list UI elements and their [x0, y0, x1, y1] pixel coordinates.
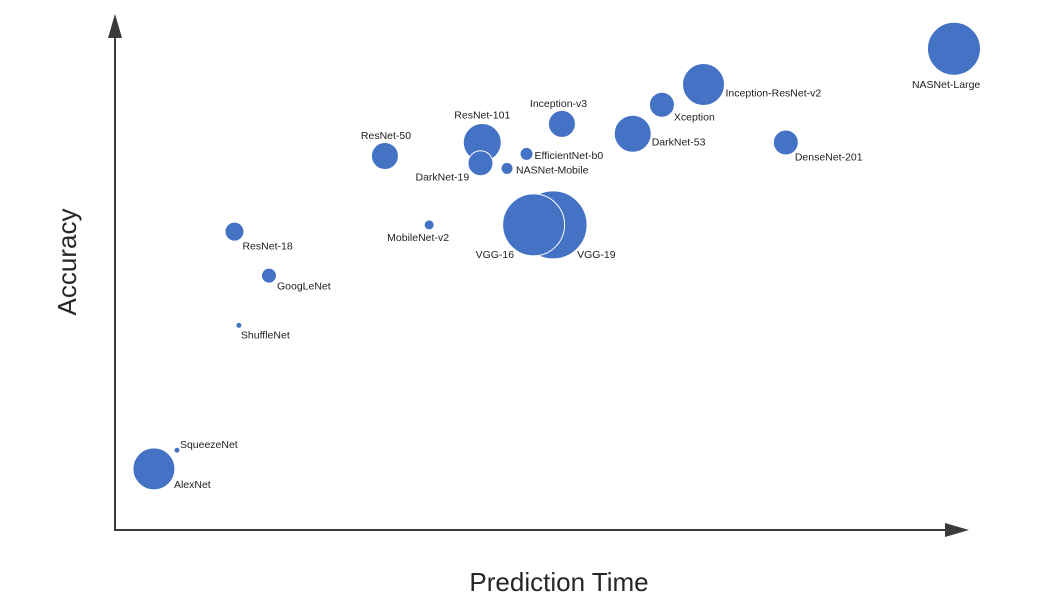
- bubble-inception-v3: [547, 109, 576, 138]
- bubble-mobilenet-v2: [423, 219, 435, 231]
- label-inception-v3: Inception-v3: [530, 98, 587, 110]
- x-axis-arrow: [945, 523, 969, 537]
- label-googlenet: GoogLeNet: [277, 281, 331, 293]
- label-efficientnet-b0: EfficientNet-b0: [535, 150, 604, 162]
- label-vgg-19: VGG-19: [577, 249, 616, 261]
- label-squeezenet: SqueezeNet: [180, 439, 238, 451]
- label-resnet-18: ResNet-18: [242, 241, 292, 253]
- point-labels: AlexNet SqueezeNet ShuffleNet GoogLeNet ResN…: [174, 79, 980, 491]
- bubble-shufflenet: [235, 321, 243, 329]
- bubble-xception: [648, 91, 675, 118]
- x-axis-title: Prediction Time: [469, 567, 648, 597]
- label-darknet-19: DarkNet-19: [416, 171, 470, 183]
- bubble-darknet-53: [613, 114, 652, 153]
- label-mobilenet-v2: MobileNet-v2: [387, 232, 449, 244]
- label-alexnet: AlexNet: [174, 479, 211, 491]
- label-xception: Xception: [674, 112, 715, 124]
- y-axis-title: Accuracy: [52, 209, 82, 316]
- bubble-resnet-18: [224, 221, 245, 242]
- bubble-nasnet-mobile: [500, 161, 514, 175]
- bubble-darknet-19: [467, 150, 494, 177]
- label-resnet-50: ResNet-50: [361, 130, 411, 142]
- bubble-vgg-16: [502, 193, 566, 257]
- bubbles: [132, 21, 981, 491]
- bubble-alexnet: [132, 447, 176, 491]
- label-nasnet-large: NASNet-Large: [912, 79, 980, 91]
- label-vgg-16: VGG-16: [476, 249, 515, 261]
- label-inception-resnet-v2: Inception-ResNet-v2: [726, 88, 822, 100]
- axes: [108, 14, 969, 537]
- label-nasnet-mobile: NASNet-Mobile: [516, 164, 589, 176]
- bubble-inception-resnet-v2: [682, 63, 726, 107]
- bubble-googlenet: [260, 267, 277, 284]
- y-axis-arrow: [108, 14, 122, 38]
- bubble-resnet-50: [370, 142, 399, 171]
- label-shufflenet: ShuffleNet: [241, 329, 290, 341]
- bubble-nasnet-large: [926, 21, 981, 76]
- bubble-squeezenet: [173, 446, 181, 454]
- label-densenet-201: DenseNet-201: [795, 152, 863, 164]
- label-darknet-53: DarkNet-53: [652, 137, 706, 149]
- bubble-densenet-201: [772, 129, 799, 156]
- bubble-efficientnet-b0: [519, 146, 534, 161]
- label-resnet-101: ResNet-101: [454, 110, 510, 122]
